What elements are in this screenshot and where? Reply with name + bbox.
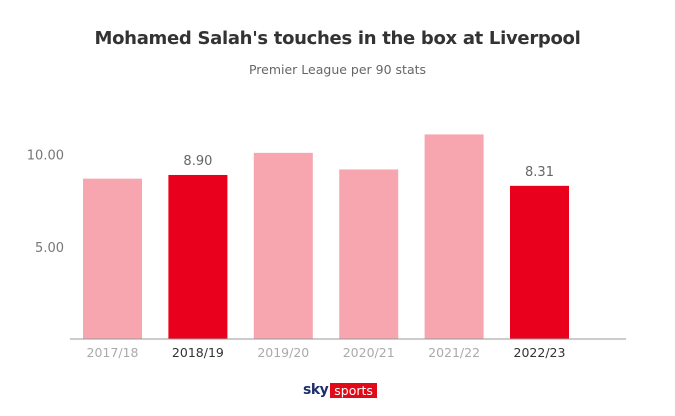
x-tick-label: 2021/22 bbox=[428, 345, 480, 360]
y-tick-label: 10.00 bbox=[27, 149, 64, 164]
bar-2017-18 bbox=[83, 178, 142, 339]
y-tick-label: 5.00 bbox=[35, 241, 64, 256]
bar-2021-22 bbox=[424, 134, 484, 339]
bar-2018-19 bbox=[168, 174, 228, 339]
x-tick-label: 2020/21 bbox=[343, 345, 395, 360]
bar-2020-21 bbox=[339, 169, 399, 339]
x-tick-label: 2018/19 bbox=[172, 345, 224, 360]
x-tick-label: 2022/23 bbox=[514, 345, 566, 360]
sky-sports-logo: sky sports bbox=[303, 382, 377, 398]
x-tick-label: 2017/18 bbox=[87, 345, 139, 360]
chart-subtitle: Premier League per 90 stats bbox=[248, 62, 427, 77]
data-label: 8.31 bbox=[525, 165, 554, 180]
bar-2022-23 bbox=[510, 185, 569, 339]
bar-2019-20 bbox=[253, 152, 313, 339]
chart-title: Mohamed Salah's touches in the box at Li… bbox=[94, 28, 581, 49]
data-label: 8.90 bbox=[183, 154, 212, 169]
x-tick-label: 2019/20 bbox=[257, 345, 309, 360]
